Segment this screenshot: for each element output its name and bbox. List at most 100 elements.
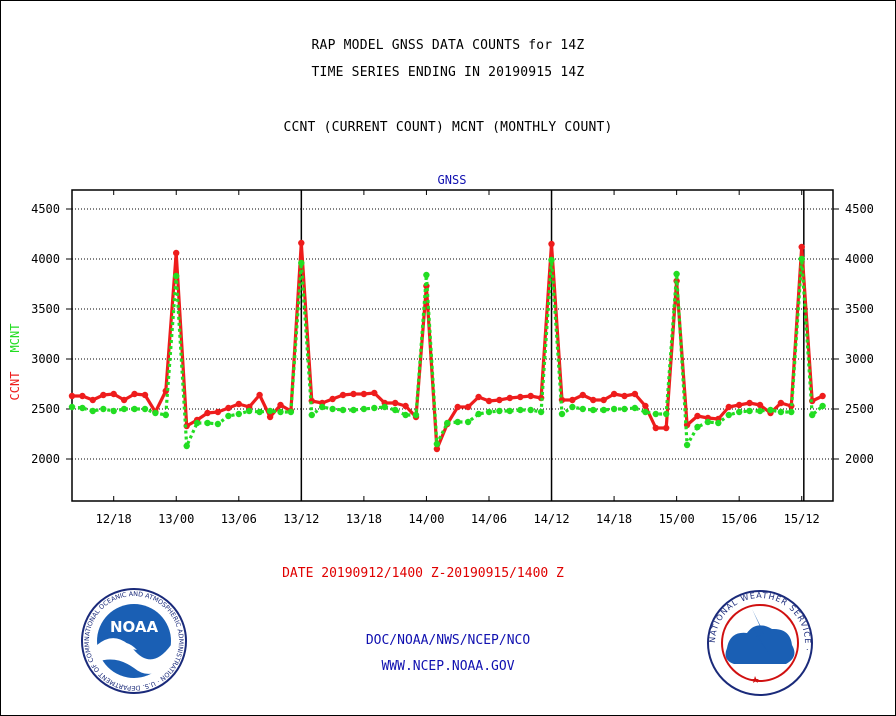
- x-tick-label: 15/06: [721, 512, 757, 526]
- y-tick-label-right: 3000: [845, 352, 874, 366]
- data-point-mcnt: [423, 271, 430, 279]
- data-point-ccnt: [371, 389, 378, 397]
- data-point-mcnt: [725, 411, 732, 419]
- data-point-ccnt: [746, 399, 753, 407]
- data-point-mcnt: [579, 405, 586, 413]
- data-point-mcnt: [183, 442, 190, 450]
- y-tick-label-right: 3500: [845, 302, 874, 316]
- data-point-mcnt: [371, 404, 378, 412]
- data-point-ccnt: [68, 392, 76, 400]
- data-point-ccnt: [590, 396, 597, 404]
- data-point-mcnt: [246, 407, 253, 415]
- data-point-ccnt: [725, 403, 732, 411]
- data-point-ccnt: [256, 391, 263, 399]
- data-point-mcnt: [381, 403, 388, 411]
- x-tick-label: 14/00: [408, 512, 444, 526]
- data-point-mcnt: [339, 406, 347, 414]
- x-tick-label: 13/18: [346, 512, 382, 526]
- data-point-mcnt: [68, 403, 76, 411]
- data-point-ccnt: [798, 243, 805, 251]
- x-tick-label: 15/00: [659, 512, 695, 526]
- data-point-ccnt: [350, 390, 357, 398]
- data-point-mcnt: [485, 408, 493, 416]
- x-tick-label: 12/18: [96, 512, 132, 526]
- data-point-ccnt: [777, 399, 785, 407]
- data-point-mcnt: [298, 259, 305, 267]
- series-lines: [68, 239, 826, 453]
- data-point-mcnt: [225, 412, 232, 420]
- title-line-1: RAP MODEL GNSS DATA COUNTS for 14Z: [311, 38, 585, 53]
- plot-border: [71, 189, 834, 502]
- data-point-ccnt: [579, 391, 586, 399]
- data-point-mcnt: [131, 405, 138, 413]
- y-tick-label-left: 4500: [31, 202, 60, 216]
- data-point-mcnt: [652, 410, 659, 418]
- data-point-mcnt: [120, 405, 128, 413]
- data-point-mcnt: [631, 404, 639, 412]
- data-point-mcnt: [715, 419, 722, 427]
- data-point-mcnt: [235, 410, 242, 418]
- data-point-mcnt: [173, 272, 180, 280]
- data-point-ccnt: [631, 390, 639, 398]
- data-point-ccnt: [642, 402, 649, 410]
- grid-lines: [72, 190, 833, 501]
- data-point-ccnt: [392, 399, 399, 407]
- data-point-ccnt: [600, 396, 607, 404]
- url-line: WWW.NCEP.NOAA.GOV: [381, 659, 515, 674]
- data-point-ccnt: [141, 391, 149, 399]
- data-point-mcnt: [819, 402, 826, 410]
- data-point-ccnt: [756, 401, 764, 409]
- data-point-mcnt: [350, 406, 357, 414]
- data-point-mcnt: [402, 411, 409, 419]
- data-point-mcnt: [496, 407, 503, 415]
- subtitle: CCNT (CURRENT COUNT) MCNT (MONTHLY COUNT…: [283, 120, 613, 135]
- data-point-mcnt: [788, 408, 795, 416]
- data-point-mcnt: [141, 405, 149, 413]
- data-point-ccnt: [475, 393, 482, 401]
- data-point-mcnt: [152, 409, 159, 417]
- data-point-mcnt: [433, 440, 441, 448]
- data-point-mcnt: [506, 407, 513, 415]
- data-point-ccnt: [89, 396, 97, 404]
- data-point-ccnt: [819, 392, 826, 400]
- data-point-mcnt: [110, 407, 117, 415]
- data-point-ccnt: [464, 403, 472, 411]
- data-point-mcnt: [100, 405, 107, 413]
- data-point-ccnt: [433, 445, 441, 453]
- x-tick-label: 13/00: [158, 512, 194, 526]
- data-point-ccnt: [298, 239, 305, 247]
- org-line: DOC/NOAA/NWS/NCEP/NCO: [365, 633, 531, 648]
- data-point-ccnt: [548, 240, 555, 248]
- data-point-mcnt: [610, 405, 618, 413]
- data-point-mcnt: [736, 408, 743, 416]
- panel-title: GNSS: [438, 173, 467, 187]
- data-point-ccnt: [214, 408, 222, 416]
- data-point-mcnt: [673, 270, 680, 278]
- data-point-ccnt: [100, 391, 107, 399]
- data-point-mcnt: [89, 407, 97, 415]
- x-tick-label: 15/12: [784, 512, 820, 526]
- data-point-mcnt: [537, 408, 545, 416]
- x-tick-label: 14/12: [533, 512, 569, 526]
- y-tick-label-left: 3500: [31, 302, 60, 316]
- y-tick-label-right: 2500: [845, 402, 874, 416]
- data-point-mcnt: [590, 406, 597, 414]
- data-point-ccnt: [225, 404, 232, 412]
- title-line-2: TIME SERIES ENDING IN 20190915 14Z: [311, 65, 585, 80]
- y-tick-label-right: 2000: [845, 452, 874, 466]
- data-point-mcnt: [517, 406, 524, 414]
- data-point-ccnt: [339, 391, 347, 399]
- x-tick-label: 13/12: [283, 512, 319, 526]
- data-point-ccnt: [454, 403, 461, 411]
- data-point-ccnt: [527, 392, 534, 400]
- data-point-mcnt: [527, 406, 534, 414]
- data-point-mcnt: [277, 408, 284, 416]
- data-point-ccnt: [173, 249, 180, 257]
- data-point-mcnt: [454, 418, 461, 426]
- data-point-mcnt: [319, 403, 326, 411]
- date-range: DATE 20190912/1400 Z-20190915/1400 Z: [282, 566, 564, 581]
- data-point-mcnt: [329, 405, 336, 413]
- data-point-mcnt: [683, 441, 691, 449]
- data-point-ccnt: [329, 395, 336, 403]
